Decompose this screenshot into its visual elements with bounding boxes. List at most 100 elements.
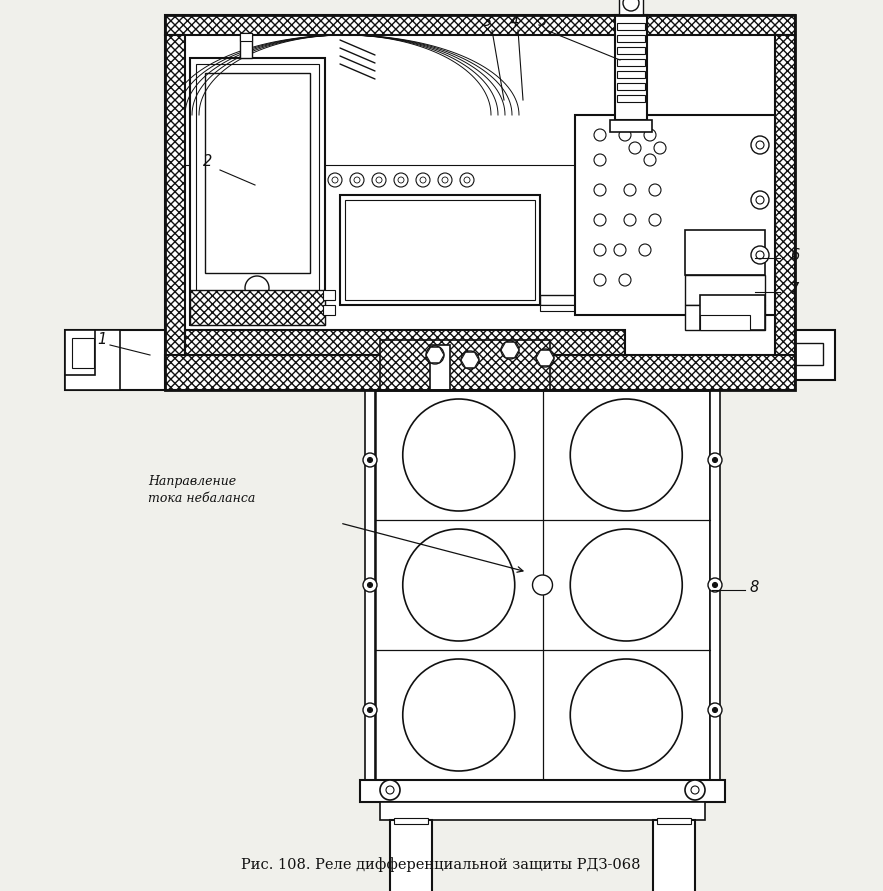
Circle shape — [594, 184, 606, 196]
Circle shape — [644, 129, 656, 141]
Bar — [430, 345, 450, 390]
Circle shape — [594, 274, 606, 286]
Circle shape — [619, 129, 631, 141]
Text: 5: 5 — [538, 14, 547, 29]
Circle shape — [751, 246, 769, 264]
Circle shape — [328, 173, 342, 187]
Text: 7: 7 — [790, 282, 799, 298]
Bar — [685, 230, 765, 275]
Text: 2: 2 — [203, 154, 213, 169]
Bar — [185, 330, 625, 355]
Circle shape — [708, 453, 722, 467]
Circle shape — [594, 129, 606, 141]
Bar — [185, 35, 775, 370]
Bar — [685, 275, 765, 305]
Circle shape — [654, 142, 666, 154]
Bar — [617, 95, 645, 102]
Circle shape — [713, 457, 718, 462]
Bar — [205, 73, 310, 273]
Bar — [345, 200, 535, 300]
Circle shape — [363, 703, 377, 717]
Bar — [617, 59, 645, 66]
Bar — [340, 195, 540, 305]
Circle shape — [363, 453, 377, 467]
Circle shape — [501, 341, 519, 359]
Bar — [615, 15, 647, 120]
Circle shape — [713, 707, 718, 713]
Bar — [617, 35, 645, 42]
Circle shape — [624, 214, 636, 226]
Bar — [700, 315, 750, 330]
Bar — [619, 0, 643, 15]
Bar — [240, 33, 252, 58]
Circle shape — [461, 351, 479, 369]
Circle shape — [460, 173, 474, 187]
Bar — [240, 33, 252, 41]
Bar — [795, 330, 835, 380]
Circle shape — [623, 0, 639, 11]
Bar — [365, 390, 375, 780]
Circle shape — [594, 214, 606, 226]
Bar — [617, 47, 645, 54]
Bar — [390, 820, 432, 891]
Bar — [617, 23, 645, 30]
Circle shape — [350, 173, 364, 187]
Circle shape — [536, 349, 554, 367]
Text: 1: 1 — [97, 332, 107, 347]
Bar — [196, 64, 319, 319]
Circle shape — [639, 244, 651, 256]
Circle shape — [426, 346, 444, 364]
Text: Рис. 108. Реле дифференциальной защиты РДЗ-068: Рис. 108. Реле дифференциальной защиты Р… — [241, 857, 641, 872]
Bar — [394, 818, 428, 824]
Circle shape — [416, 173, 430, 187]
Bar — [323, 290, 335, 300]
Bar — [575, 115, 790, 315]
Bar — [190, 58, 325, 325]
Polygon shape — [501, 342, 519, 358]
Circle shape — [594, 244, 606, 256]
Bar — [795, 343, 823, 365]
Bar — [65, 330, 120, 390]
Circle shape — [644, 154, 656, 166]
Bar — [657, 818, 691, 824]
Text: 3: 3 — [483, 14, 493, 29]
Circle shape — [363, 578, 377, 592]
Circle shape — [685, 780, 705, 800]
Circle shape — [372, 173, 386, 187]
Text: 6: 6 — [790, 249, 799, 264]
Bar — [540, 295, 630, 305]
Text: 4: 4 — [509, 14, 518, 29]
Circle shape — [649, 184, 661, 196]
Circle shape — [594, 154, 606, 166]
Polygon shape — [426, 347, 444, 363]
Polygon shape — [536, 350, 554, 366]
Circle shape — [708, 703, 722, 717]
Circle shape — [380, 780, 400, 800]
Bar — [375, 390, 710, 780]
Circle shape — [367, 457, 373, 462]
Bar — [540, 305, 630, 311]
Bar — [72, 338, 94, 368]
Bar — [700, 295, 765, 330]
Bar — [380, 802, 705, 820]
Circle shape — [649, 214, 661, 226]
Bar — [610, 120, 652, 132]
Circle shape — [438, 173, 452, 187]
Circle shape — [532, 575, 553, 595]
Bar — [323, 305, 335, 315]
Circle shape — [708, 578, 722, 592]
Circle shape — [751, 136, 769, 154]
Circle shape — [751, 191, 769, 209]
Circle shape — [614, 244, 626, 256]
Bar — [360, 780, 725, 802]
Bar — [653, 820, 695, 891]
Circle shape — [367, 583, 373, 587]
Bar — [65, 330, 95, 375]
Circle shape — [619, 274, 631, 286]
Bar — [165, 35, 185, 370]
Circle shape — [367, 707, 373, 713]
Bar — [325, 35, 485, 175]
Bar — [165, 15, 795, 390]
Bar — [685, 305, 765, 330]
Bar — [190, 290, 325, 325]
